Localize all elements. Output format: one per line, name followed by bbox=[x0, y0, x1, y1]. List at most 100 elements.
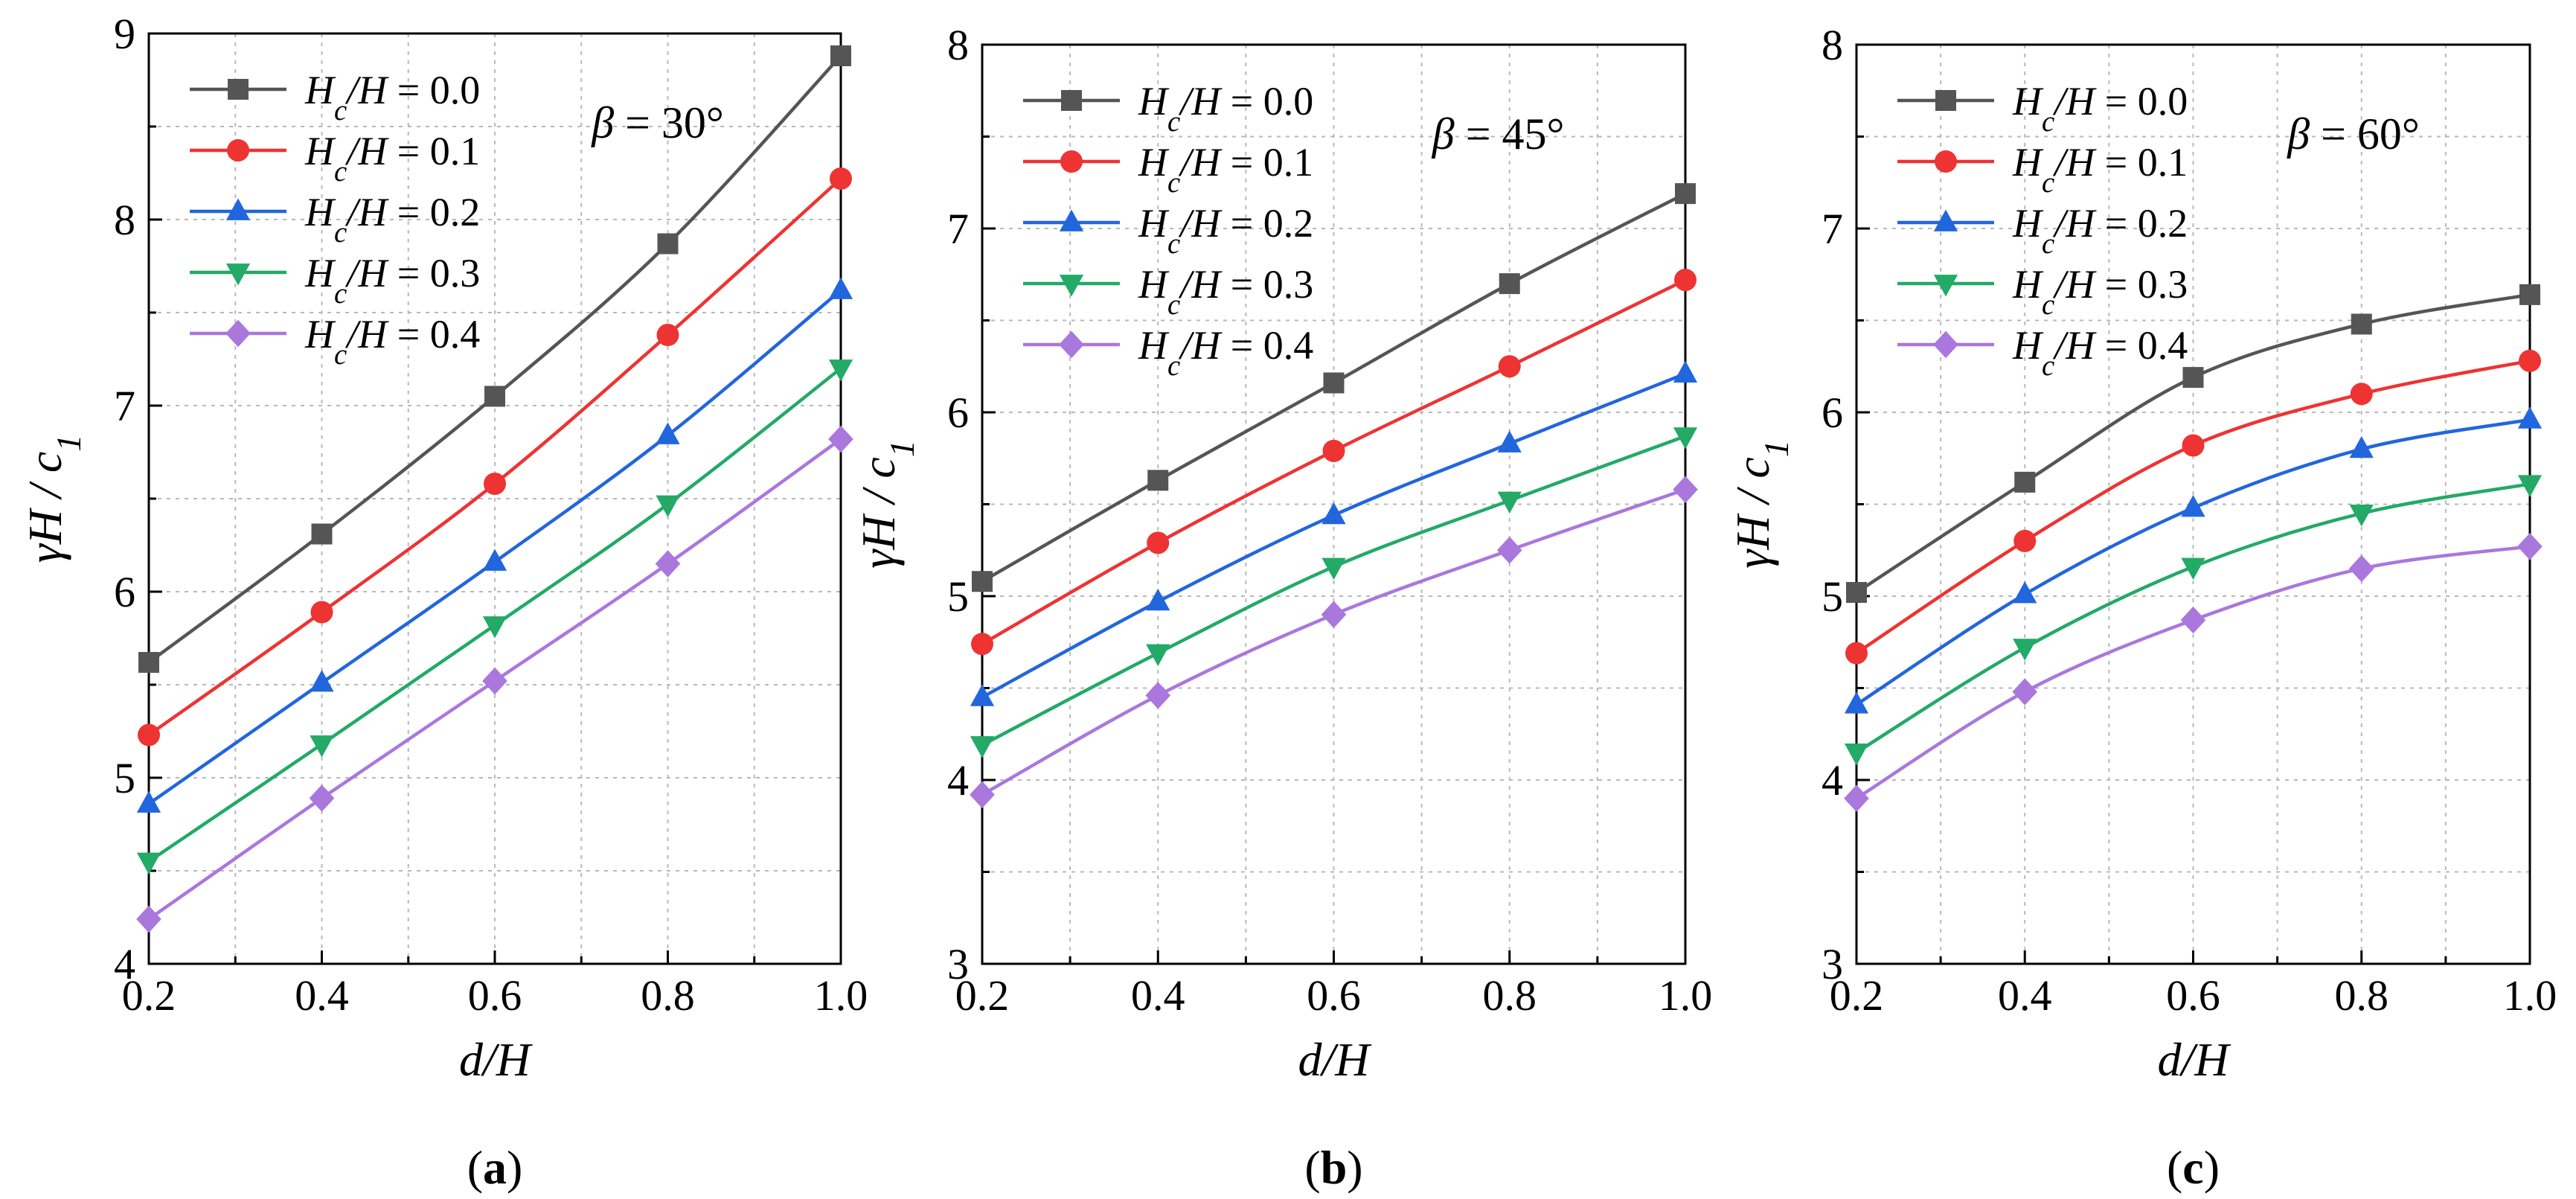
y-tick-label: 5 bbox=[114, 754, 135, 802]
data-point bbox=[136, 790, 161, 813]
legend-item: Hc/H = 0.3 bbox=[190, 251, 480, 310]
data-point bbox=[1145, 682, 1171, 709]
data-point bbox=[310, 735, 334, 758]
chart-panel-c: 0.2 0.4 0.6 0.8 1.0 3 4 5 6 7 8 d/H γH / c1 (c) β = 60… bbox=[1726, 21, 2557, 1194]
legend-label: Hc/H = 0.2 bbox=[2012, 201, 2188, 260]
legend: Hc/H = 0.0Hc/H = 0.1Hc/H = 0.2Hc/H = 0.3… bbox=[1897, 79, 2188, 382]
legend-label: Hc/H = 0.3 bbox=[1138, 262, 1313, 321]
y-tick-label: 5 bbox=[1822, 572, 1843, 621]
legend-item: Hc/H = 0.2 bbox=[1897, 201, 2188, 260]
series-2 bbox=[970, 360, 1698, 706]
legend-marker bbox=[1933, 275, 1958, 297]
legend-label: Hc/H = 0.3 bbox=[304, 251, 480, 310]
data-point bbox=[2013, 529, 2037, 552]
data-point bbox=[2519, 284, 2540, 305]
data-point bbox=[2180, 606, 2206, 634]
data-point bbox=[1844, 744, 1869, 766]
x-axis-title: d/H bbox=[1298, 1033, 1373, 1086]
legend: Hc/H = 0.0Hc/H = 0.1Hc/H = 0.2Hc/H = 0.3… bbox=[190, 68, 480, 371]
series-2 bbox=[136, 277, 853, 813]
ticks bbox=[981, 43, 1687, 965]
legend: Hc/H = 0.0Hc/H = 0.1Hc/H = 0.2Hc/H = 0.3… bbox=[1023, 79, 1313, 382]
data-point bbox=[1675, 183, 1696, 205]
data-point bbox=[138, 652, 159, 673]
y-axis-title: γH / c1 bbox=[1726, 440, 1795, 569]
series-1 bbox=[971, 269, 1696, 656]
data-point bbox=[972, 571, 993, 592]
data-point bbox=[2013, 581, 2037, 604]
data-point bbox=[1146, 644, 1170, 667]
data-point bbox=[830, 45, 851, 66]
panel-label: (a) bbox=[467, 1141, 523, 1194]
x-tick-label: 1.0 bbox=[2503, 971, 2557, 1020]
legend-label: Hc/H = 0.0 bbox=[304, 68, 480, 127]
legend-item: Hc/H = 0.0 bbox=[1023, 79, 1313, 138]
beta-annotation: β = 45° bbox=[1432, 109, 1565, 159]
series-2 bbox=[1844, 406, 2543, 714]
data-point bbox=[970, 684, 995, 706]
series-line bbox=[981, 487, 1686, 796]
series-3 bbox=[1844, 475, 2543, 766]
legend-marker bbox=[225, 319, 251, 348]
data-point bbox=[2349, 504, 2374, 527]
y-axis-title: γH / c1 bbox=[19, 435, 88, 563]
data-point bbox=[1321, 502, 1346, 525]
legend-item: Hc/H = 0.4 bbox=[1023, 323, 1313, 382]
data-point bbox=[970, 781, 995, 808]
legend-item: Hc/H = 0.0 bbox=[190, 68, 480, 127]
data-point bbox=[1674, 269, 1696, 292]
y-tick-label: 8 bbox=[1822, 21, 1843, 69]
legend-label: Hc/H = 0.3 bbox=[2012, 262, 2188, 321]
data-point bbox=[2182, 367, 2204, 389]
data-point bbox=[1844, 784, 1869, 812]
y-tick-label: 3 bbox=[1822, 940, 1843, 988]
data-point bbox=[1322, 439, 1345, 462]
gridlines bbox=[1856, 45, 2530, 964]
y-tick-label: 9 bbox=[114, 10, 135, 58]
y-tick-label: 3 bbox=[947, 940, 969, 988]
data-point bbox=[1498, 355, 1521, 378]
y-tick-label: 7 bbox=[1822, 205, 1843, 253]
data-point bbox=[136, 852, 161, 875]
data-point bbox=[2012, 678, 2038, 706]
legend-marker bbox=[1059, 330, 1084, 359]
y-tick-label: 5 bbox=[947, 572, 969, 621]
series-3 bbox=[136, 359, 853, 875]
legend-label: Hc/H = 0.4 bbox=[2012, 323, 2188, 382]
series-3 bbox=[970, 427, 1698, 758]
legend-marker bbox=[1933, 330, 1958, 359]
legend-item: Hc/H = 0.4 bbox=[190, 312, 480, 371]
beta-annotation: β = 30° bbox=[591, 98, 724, 147]
legend-item: Hc/H = 0.0 bbox=[1897, 79, 2188, 138]
x-tick-label: 0.6 bbox=[468, 971, 522, 1020]
legend-label: Hc/H = 0.2 bbox=[304, 190, 480, 249]
data-point bbox=[310, 601, 333, 624]
series-0 bbox=[138, 45, 851, 673]
data-point bbox=[310, 670, 334, 692]
data-point bbox=[1499, 273, 1520, 295]
legend-marker bbox=[1933, 209, 1958, 231]
x-tick-label: 0.8 bbox=[1483, 971, 1537, 1020]
y-tick-label: 4 bbox=[114, 940, 135, 988]
legend-item: Hc/H = 0.4 bbox=[1897, 323, 2188, 382]
y-tick-label: 4 bbox=[947, 756, 969, 805]
legend-label: Hc/H = 0.2 bbox=[1138, 201, 1313, 260]
data-point bbox=[656, 495, 680, 517]
data-point bbox=[2350, 383, 2373, 406]
legend-marker bbox=[225, 198, 251, 220]
series-0 bbox=[972, 183, 1696, 592]
data-point bbox=[2181, 557, 2205, 580]
legend-marker bbox=[1060, 150, 1083, 173]
legend-label: Hc/H = 0.1 bbox=[1138, 140, 1313, 199]
data-point bbox=[828, 425, 853, 453]
series-1 bbox=[138, 167, 852, 746]
x-axis-title: d/H bbox=[2158, 1033, 2232, 1086]
x-tick-label: 0.2 bbox=[1830, 971, 1884, 1020]
data-point bbox=[1846, 582, 1867, 604]
legend-marker bbox=[227, 139, 249, 162]
legend-item: Hc/H = 0.3 bbox=[1023, 262, 1313, 321]
data-point bbox=[656, 422, 680, 444]
series-4 bbox=[970, 476, 1698, 808]
data-point bbox=[1497, 491, 1522, 514]
ticks bbox=[147, 32, 842, 965]
